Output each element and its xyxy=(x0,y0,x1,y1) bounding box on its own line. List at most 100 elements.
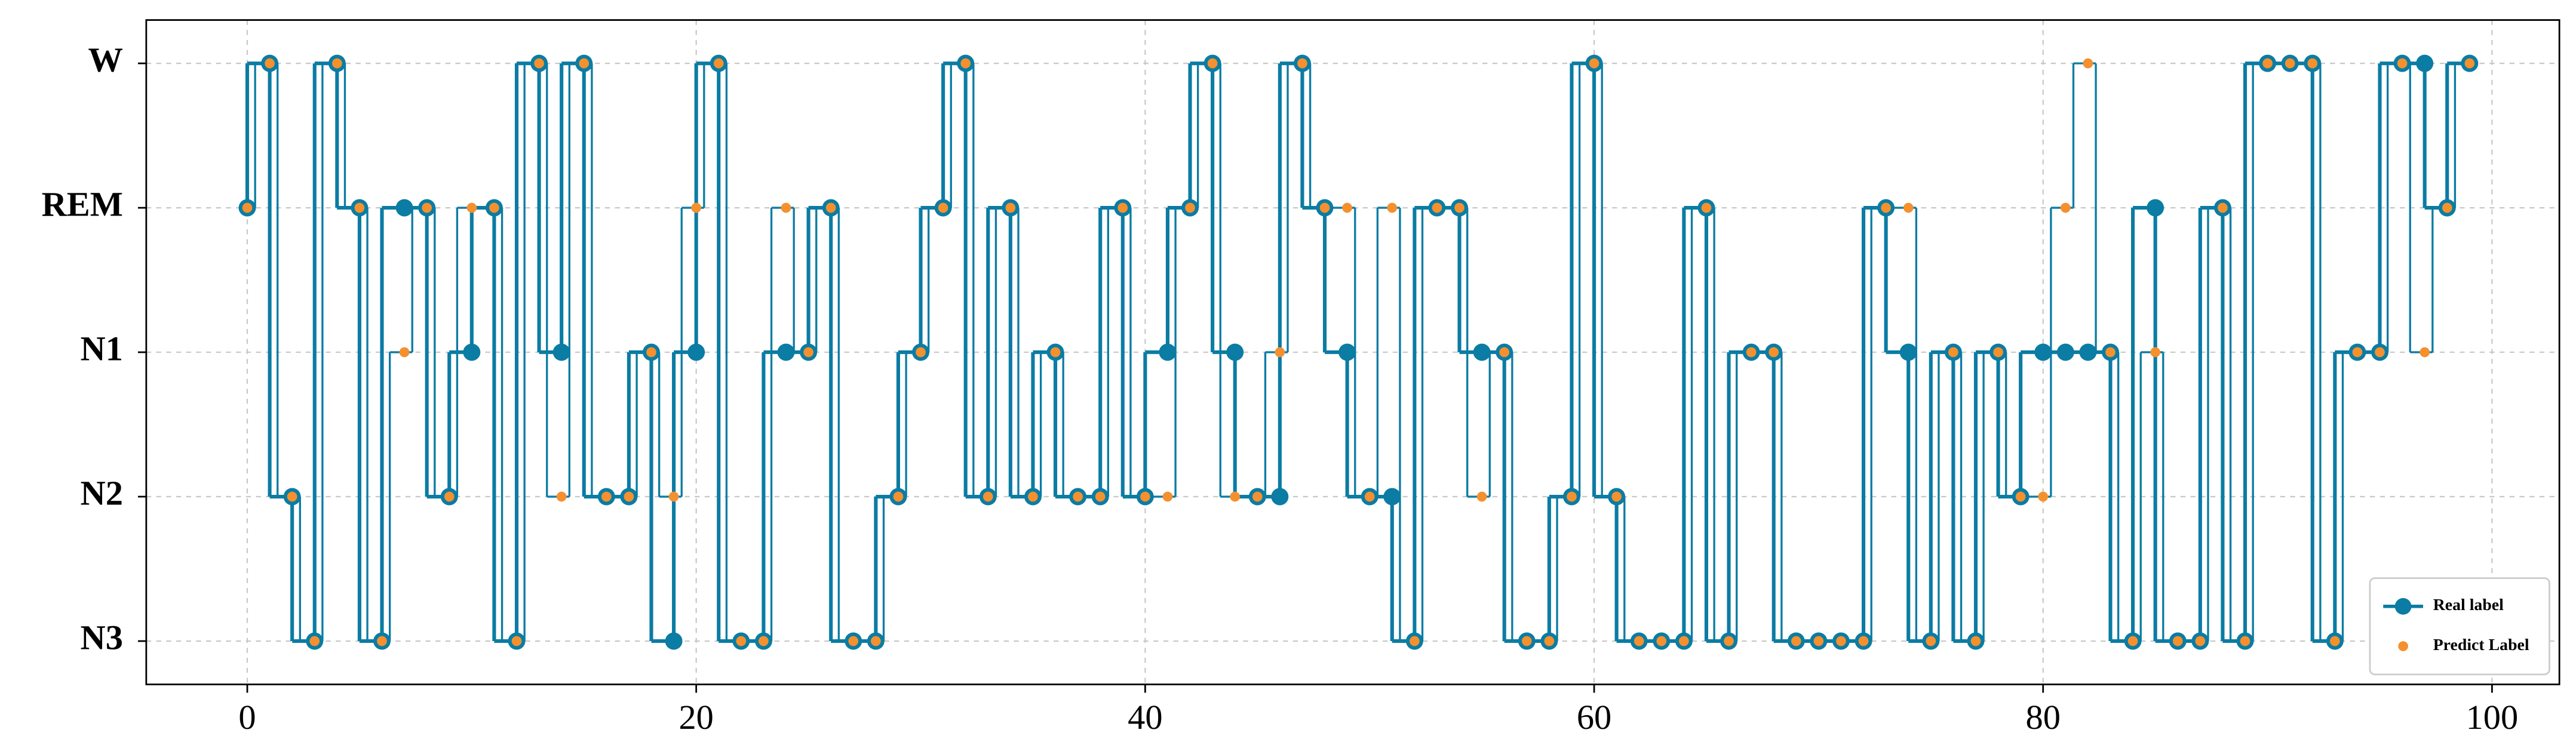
real-point xyxy=(2416,54,2434,72)
predict-point xyxy=(1432,202,1442,213)
predict-point xyxy=(1410,636,1420,646)
predict-point xyxy=(2285,58,2295,69)
predict-point xyxy=(1050,347,1061,358)
predict-point xyxy=(1073,491,1083,502)
real-point xyxy=(1159,343,1177,361)
predict-point xyxy=(848,636,859,646)
predict-point xyxy=(1230,491,1241,502)
real-point xyxy=(1226,343,1244,361)
predict-point xyxy=(1993,347,2003,358)
predict-point xyxy=(309,636,320,646)
predict-point xyxy=(556,491,567,502)
predict-point xyxy=(511,636,522,646)
predict-point xyxy=(713,58,724,69)
predict-point xyxy=(2195,636,2206,646)
predict-point xyxy=(893,491,904,502)
real-point xyxy=(1383,488,1401,506)
predict-point xyxy=(2060,202,2071,213)
real-point xyxy=(552,343,570,361)
predict-point xyxy=(1005,202,1016,213)
predict-point xyxy=(354,202,365,213)
predict-point xyxy=(444,491,455,502)
real-point xyxy=(1271,488,1289,506)
plot-frame xyxy=(145,19,2560,685)
predict-point xyxy=(1117,202,1128,213)
predict-point xyxy=(1162,491,1173,502)
predict-point xyxy=(489,202,499,213)
predict-point xyxy=(1028,491,1038,502)
real-point xyxy=(1338,343,1356,361)
real-point xyxy=(2056,343,2074,361)
real-point xyxy=(1899,343,1917,361)
predict-point xyxy=(646,347,656,358)
legend-marker xyxy=(2394,598,2412,615)
predict-point xyxy=(1768,347,1779,358)
predict-point xyxy=(2262,58,2273,69)
predict-point xyxy=(2329,636,2340,646)
predict-point xyxy=(1476,491,1487,502)
predict-point xyxy=(960,58,971,69)
legend-marker xyxy=(2398,641,2408,651)
predict-point xyxy=(1813,636,1824,646)
predict-point xyxy=(399,347,410,358)
predict-point xyxy=(1656,636,1667,646)
predict-point xyxy=(1679,636,1689,646)
real-point xyxy=(2147,199,2164,217)
x-tick-label: 80 xyxy=(2026,698,2061,736)
predict-point xyxy=(1791,636,1801,646)
y-tick-label: N3 xyxy=(81,618,123,657)
predict-point xyxy=(2240,636,2250,646)
y-tick-label: W xyxy=(88,41,122,79)
real-point xyxy=(665,632,683,650)
predict-point xyxy=(1926,636,1936,646)
predict-point xyxy=(1207,58,1218,69)
real-point xyxy=(2079,343,2097,361)
real-point xyxy=(1473,343,1491,361)
predict-point xyxy=(871,636,881,646)
predict-point xyxy=(1903,202,1914,213)
predict-point xyxy=(1140,491,1150,502)
predict-point xyxy=(2105,347,2116,358)
real-point xyxy=(687,343,705,361)
predict-point xyxy=(1970,636,1981,646)
predict-point xyxy=(2083,58,2093,69)
predict-point xyxy=(1836,636,1846,646)
legend-label: Predict Label xyxy=(2433,636,2529,654)
predict-point xyxy=(1589,58,1599,69)
predict-point xyxy=(1634,636,1644,646)
predict-point xyxy=(1499,347,1510,358)
predict-point xyxy=(265,58,275,69)
legend-label: Real label xyxy=(2433,596,2504,614)
predict-point xyxy=(1364,491,1375,502)
real-point xyxy=(395,199,413,217)
predict-point xyxy=(534,58,544,69)
predict-point xyxy=(2127,636,2138,646)
y-tick-label: REM xyxy=(42,185,123,224)
real-point xyxy=(2034,343,2052,361)
x-tick-label: 20 xyxy=(678,698,713,736)
y-tick-label: N1 xyxy=(81,329,123,368)
predict-point xyxy=(1858,636,1869,646)
predict-point xyxy=(982,491,993,502)
predict-point xyxy=(2038,491,2049,502)
predict-point xyxy=(1387,202,1398,213)
predict-point xyxy=(377,636,387,646)
predict-point xyxy=(916,347,926,358)
predict-point xyxy=(1544,636,1555,646)
x-tick-label: 60 xyxy=(1577,698,1611,736)
real-point xyxy=(777,343,795,361)
predict-point xyxy=(1701,202,1712,213)
predict-point xyxy=(287,491,297,502)
predict-point xyxy=(1252,491,1263,502)
predict-point xyxy=(624,491,634,502)
predict-point xyxy=(1746,347,1757,358)
predict-point xyxy=(2150,347,2161,358)
predict-point xyxy=(1297,58,1307,69)
predict-point xyxy=(736,636,747,646)
predict-point xyxy=(1185,202,1195,213)
y-tick-label: N2 xyxy=(81,473,123,512)
predict-point xyxy=(331,58,342,69)
x-tick-label: 100 xyxy=(2466,698,2519,736)
